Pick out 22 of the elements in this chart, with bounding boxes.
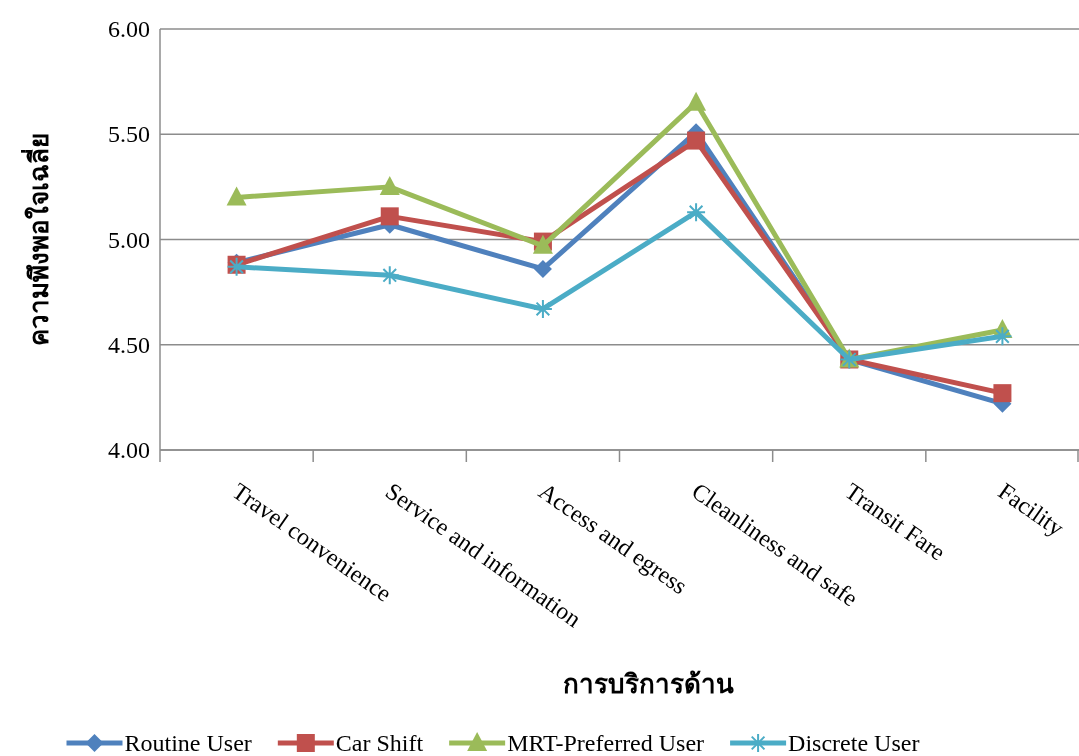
y-axis-title: ความพึงพอใจเฉลี่ย [20, 133, 54, 346]
legend-label: MRT-Preferred User [507, 730, 705, 756]
point [686, 202, 707, 223]
y-tick-label: 4.50 [108, 331, 150, 358]
point [380, 207, 399, 226]
point [533, 259, 552, 278]
legend-label: Car Shift [335, 730, 424, 756]
point [226, 186, 247, 206]
point [992, 326, 1013, 347]
y-tick-label: 6.00 [108, 16, 150, 42]
x-axis-title: การบริการด้าน [562, 670, 734, 699]
y-tick-label: 5.00 [108, 226, 150, 253]
point [379, 175, 400, 195]
point [532, 298, 553, 319]
point [687, 131, 706, 150]
y-tick-label: 5.50 [108, 121, 150, 148]
y-tick-label: 4.00 [108, 437, 150, 463]
legend-label: Discrete User [788, 730, 920, 756]
point [993, 384, 1012, 403]
legend-label: Routine User [124, 730, 252, 756]
point [379, 265, 400, 286]
point [686, 91, 707, 111]
